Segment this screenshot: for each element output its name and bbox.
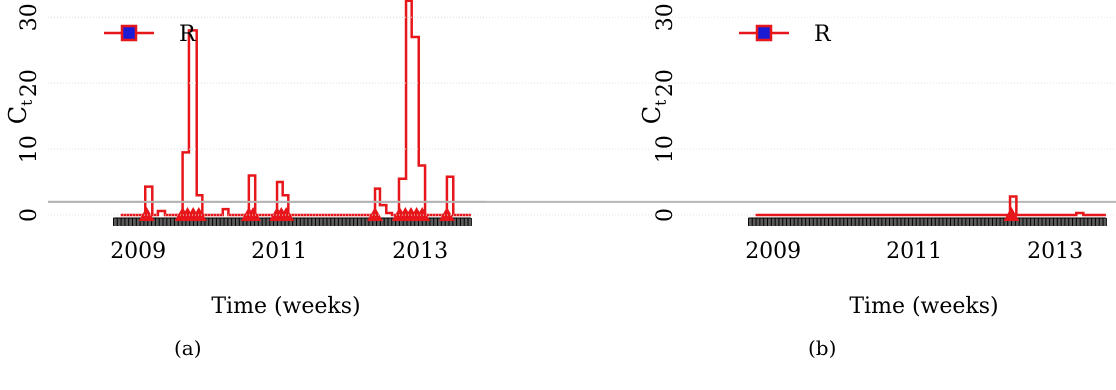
- series-line: [755, 195, 1106, 217]
- alarm-marker: [278, 207, 295, 221]
- alarm-marker: [414, 207, 431, 221]
- x-tick-label: 2011: [251, 239, 307, 264]
- legend-marker: [755, 24, 773, 42]
- alarm-marker: [190, 207, 207, 221]
- y-tick-label: 20: [17, 69, 42, 97]
- chart-panel-b: 0 10 20 30 Ct 2009 2011 2013 Time (weeks) R: [48, 3, 1116, 319]
- y-tick-label: 30: [653, 3, 678, 31]
- y-tick-label: 0: [653, 208, 678, 222]
- alarm-marker: [138, 207, 155, 221]
- y-axis-label-subscript: t: [18, 100, 36, 106]
- x-tick-label: 2011: [886, 239, 942, 264]
- x-axis-ticks: [748, 218, 1107, 226]
- x-axis-label: Time (weeks): [211, 294, 360, 319]
- x-axis-ticks: [113, 218, 472, 226]
- legend: R: [104, 22, 197, 47]
- x-tick-label: 2009: [745, 239, 801, 264]
- caption-a: (a): [174, 336, 202, 360]
- legend-label: R: [814, 22, 832, 47]
- y-tick-label: 30: [17, 3, 42, 31]
- y-axis-label: Ct: [4, 100, 36, 124]
- chart-panel-a: 0 10 20 30 Ct 2009 2011 2013 Time (weeks) R: [4, 0, 485, 319]
- y-tick-label: 0: [17, 208, 42, 222]
- legend: R: [739, 22, 832, 47]
- series-line: [120, 0, 471, 217]
- y-tick-label: 10: [17, 135, 42, 163]
- alarm-marker: [1003, 207, 1020, 221]
- x-tick-label: 2013: [392, 239, 448, 264]
- legend-label: R: [179, 22, 197, 47]
- x-tick-label: 2013: [1027, 239, 1083, 264]
- y-axis-label: Ct: [638, 100, 670, 124]
- caption-b: (b): [808, 336, 837, 360]
- x-axis-label: Time (weeks): [849, 294, 998, 319]
- x-tick-label: 2009: [110, 239, 166, 264]
- alarm-marker: [438, 207, 455, 221]
- y-axis-label-subscript: t: [652, 100, 670, 106]
- alarm-marker: [367, 207, 384, 221]
- y-tick-label: 20: [653, 69, 678, 97]
- y-tick-label: 10: [653, 135, 678, 163]
- alarm-marker: [245, 207, 262, 221]
- legend-marker: [120, 24, 138, 42]
